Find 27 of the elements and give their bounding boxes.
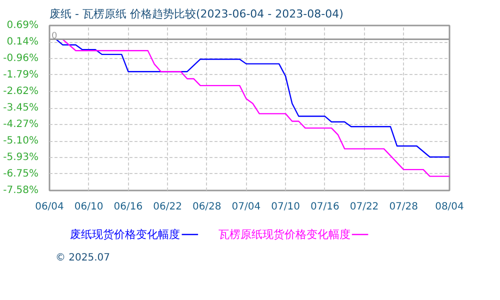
chart-title: 废纸 - 瓦楞原纸 价格趋势比较(2023-06-04 - 2023-08-04) <box>50 8 344 20</box>
ref-line-label: 0 <box>52 31 58 42</box>
y-tick-label: -7.58% <box>3 185 39 196</box>
x-tick-label: 07/22 <box>350 202 379 212</box>
y-tick-label: 0.14% <box>6 36 39 48</box>
y-tick-label: 0.69% <box>6 20 39 31</box>
x-tick-label: 07/16 <box>310 202 340 212</box>
y-tick-label: -4.27% <box>3 118 39 130</box>
text: © 2025.07 <box>56 252 110 264</box>
y-tick-label: -1.79% <box>3 69 39 80</box>
x-tick-label: 06/28 <box>192 202 222 212</box>
x-tick-label: 06/22 <box>153 202 182 212</box>
legend-label: 废纸现货价格变化幅度 <box>70 228 180 241</box>
x-tick-label: 07/04 <box>232 202 261 212</box>
x-tick-label: 08/04 <box>435 202 464 212</box>
y-tick-label: -5.10% <box>3 136 39 147</box>
y-tick-label: -0.96% <box>3 52 39 64</box>
y-tick-label: -5.93% <box>3 152 39 164</box>
x-tick-label: 06/10 <box>74 202 104 212</box>
x-tick-label: 06/04 <box>35 202 64 212</box>
y-tick-label: -3.45% <box>3 102 39 114</box>
x-tick-label: 07/10 <box>271 202 300 212</box>
x-tick-label: 07/28 <box>389 202 418 212</box>
legend-label: 瓦楞原纸现货价格变化幅度 <box>218 228 350 241</box>
y-tick-label: -6.75% <box>3 168 39 180</box>
y-tick-label: -2.62% <box>3 86 39 98</box>
x-tick-label: 06/16 <box>114 202 143 212</box>
